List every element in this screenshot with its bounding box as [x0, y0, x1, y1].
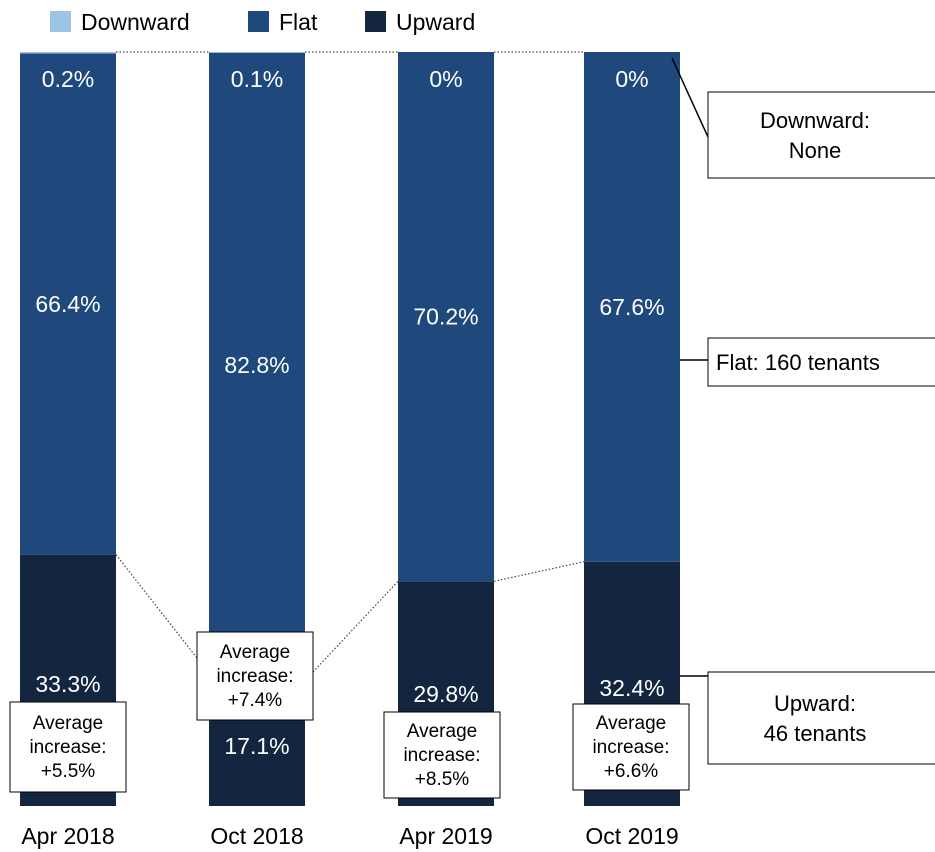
category-label-apr-2018: Apr 2018 — [21, 823, 114, 849]
average-increase-text: +8.5% — [415, 769, 470, 790]
average-increase-text: increase: — [592, 737, 669, 758]
average-increase-text: Average — [407, 721, 477, 742]
label-upward-oct-2019: 32.4% — [599, 675, 664, 701]
bar-flat-apr-2018 — [20, 53, 116, 555]
bar-downward-apr-2018 — [20, 52, 116, 54]
callout-text: Upward: — [774, 691, 856, 716]
label-downward-oct-2019: 0% — [615, 66, 648, 92]
callout-downward: Downward: None — [671, 57, 935, 179]
average-increase-box-apr-2018: Average increase: +5.5% — [9, 701, 127, 793]
callouts: Downward: None Flat: 160 tenants Upward: 46 … — [671, 57, 935, 765]
legend: Downward Flat Upward — [50, 9, 475, 35]
callout-text: 46 tenants — [764, 721, 867, 746]
label-flat-apr-2018: 66.4% — [35, 291, 100, 317]
callout-leader-line — [671, 57, 709, 138]
connector-lines — [115, 51, 585, 673]
category-label-oct-2018: Oct 2018 — [210, 823, 303, 849]
average-increase-text: Average — [596, 713, 666, 734]
legend-item-flat: Flat — [248, 9, 318, 35]
label-upward-apr-2018: 33.3% — [35, 671, 100, 697]
bar-flat-oct-2018 — [209, 52, 305, 678]
legend-swatch — [50, 11, 71, 32]
average-increase-box-apr-2019: Average increase: +8.5% — [383, 711, 501, 799]
label-flat-apr-2019: 70.2% — [413, 304, 478, 330]
bar-downward-oct-2018 — [209, 52, 305, 53]
segment-labels: 0.2% 66.4% 33.3% 0.1% 82.8% 17.1% 0% 70.2% 29.8%… — [35, 66, 664, 759]
x-axis-category-labels: Apr 2018 Oct 2018 Apr 2019 Oct 2019 — [21, 823, 678, 849]
legend-item-downward: Downward — [50, 9, 190, 35]
legend-label: Downward — [81, 9, 190, 35]
callout-flat: Flat: 160 tenants — [680, 337, 935, 387]
label-upward-apr-2019: 29.8% — [413, 681, 478, 707]
average-increase-text: Average — [33, 713, 103, 734]
connector-boundary-1 — [115, 554, 198, 659]
average-increase-box-oct-2019: Average increase: +6.6% — [572, 703, 690, 791]
label-upward-oct-2018: 17.1% — [224, 733, 289, 759]
bars — [20, 52, 680, 806]
callout-upward: Upward: 46 tenants — [680, 671, 935, 765]
legend-label: Flat — [279, 9, 318, 35]
legend-item-upward: Upward — [365, 9, 475, 35]
average-increase-text: +7.4% — [228, 690, 283, 711]
label-flat-oct-2019: 67.6% — [599, 294, 664, 320]
average-increase-text: increase: — [403, 745, 480, 766]
bar-flat-oct-2019 — [584, 52, 680, 562]
average-increase-boxes: Average increase: +5.5% Average increase: +7.… — [9, 631, 690, 799]
legend-swatch — [248, 11, 269, 32]
average-increase-text: Average — [220, 642, 290, 663]
callout-text: Downward: — [760, 108, 870, 133]
callout-text: Flat: 160 tenants — [716, 350, 880, 375]
bar-flat-apr-2019 — [398, 52, 494, 582]
average-increase-box-oct-2018: Average increase: +7.4% — [196, 631, 314, 721]
average-increase-text: increase: — [29, 737, 106, 758]
label-downward-apr-2019: 0% — [429, 66, 462, 92]
category-label-oct-2019: Oct 2019 — [585, 823, 678, 849]
category-label-apr-2019: Apr 2019 — [399, 823, 492, 849]
average-increase-text: increase: — [216, 666, 293, 687]
connector-boundary-3 — [493, 561, 585, 582]
label-downward-apr-2018: 0.2% — [42, 66, 94, 92]
average-increase-text: +6.6% — [604, 761, 659, 782]
average-increase-text: +5.5% — [41, 761, 96, 782]
label-downward-oct-2018: 0.1% — [231, 66, 283, 92]
legend-swatch — [365, 11, 386, 32]
connector-boundary-2 — [312, 580, 399, 673]
callout-text: None — [789, 138, 842, 163]
legend-label: Upward — [396, 9, 475, 35]
label-flat-oct-2018: 82.8% — [224, 352, 289, 378]
